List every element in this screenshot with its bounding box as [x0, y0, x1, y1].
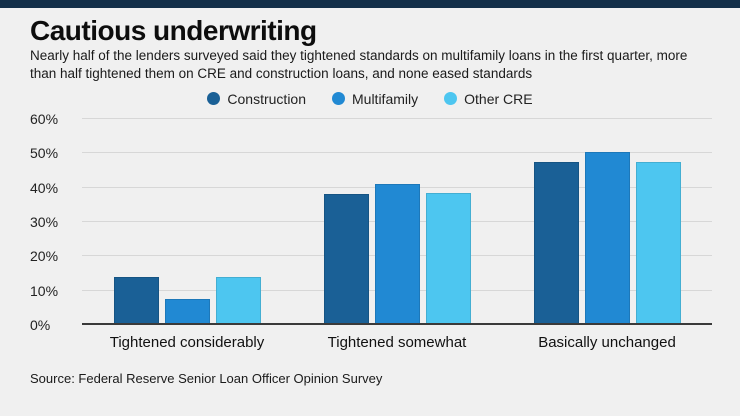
bar-multifamily: [164, 299, 210, 325]
x-tick-label: Tightened considerably: [109, 333, 265, 351]
gridline: [82, 152, 712, 154]
legend-dot: [332, 92, 345, 106]
y-axis-labels: 0% 10% 20% 30% 40% 50% 60%: [30, 111, 78, 333]
legend: Construction Multifamily Other CRE: [0, 91, 740, 107]
bar-multifamily: [374, 184, 420, 325]
y-tick-label: 60%: [30, 110, 59, 127]
chart: 0% 10% 20% 30% 40% 50% 60% Tightened considera…: [30, 111, 714, 355]
bar-group: [82, 119, 292, 325]
y-tick-label: 50%: [30, 145, 59, 162]
y-tick-label: 0%: [30, 316, 51, 333]
legend-label: Construction: [227, 90, 306, 107]
x-axis-labels: Tightened considerably Tightened somewhat…: [82, 327, 712, 355]
plot-area: [82, 117, 712, 325]
legend-dot: [207, 92, 221, 106]
bar-group: [502, 119, 712, 325]
legend-dot: [444, 92, 458, 106]
x-tick-label: Tightened somewhat: [327, 333, 467, 351]
x-axis-line: [82, 322, 712, 325]
bar-other-cre: [215, 276, 261, 325]
y-tick-label: 40%: [30, 179, 59, 196]
y-tick-label: 20%: [30, 248, 59, 265]
x-tick-label: Basically unchanged: [538, 333, 676, 351]
chart-inner: 0% 10% 20% 30% 40% 50% 60% Tightened considera…: [30, 111, 714, 355]
source-text: Source: Federal Reserve Senior Loan Offi…: [30, 370, 383, 386]
bar-construction: [113, 276, 159, 325]
gridline: [82, 117, 712, 119]
y-tick-label: 30%: [30, 213, 59, 230]
bar-multifamily: [584, 151, 630, 325]
bar-group: [292, 119, 502, 325]
legend-label: Other CRE: [464, 90, 533, 107]
legend-label: Multifamily: [352, 90, 419, 107]
bar-groups: [82, 119, 712, 325]
bar-construction: [323, 194, 369, 325]
legend-item-construction: Construction: [207, 91, 306, 107]
legend-item-multifamily: Multifamily: [332, 91, 418, 107]
bar-construction: [533, 161, 579, 325]
page-title: Cautious underwriting: [30, 15, 317, 46]
bar-other-cre: [635, 161, 681, 325]
legend-item-other-cre: Other CRE: [444, 90, 533, 107]
bar-other-cre: [425, 192, 471, 325]
y-tick-label: 10%: [30, 282, 59, 299]
top-accent-bar: [0, 0, 740, 8]
chart-subtitle: Nearly half of the lenders surveyed said…: [30, 48, 688, 81]
